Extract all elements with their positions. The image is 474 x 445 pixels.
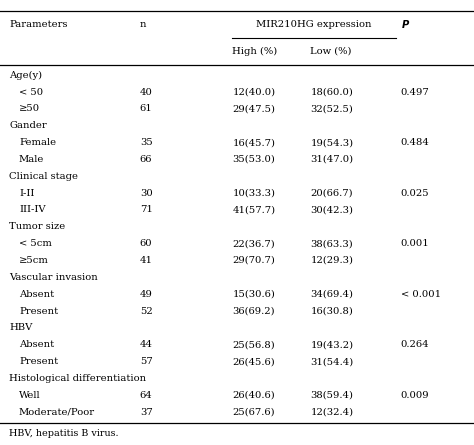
- Text: 0.009: 0.009: [401, 391, 429, 400]
- Text: MIR210HG expression: MIR210HG expression: [256, 20, 372, 29]
- Text: 71: 71: [140, 206, 153, 214]
- Text: 0.484: 0.484: [401, 138, 429, 147]
- Text: 0.497: 0.497: [401, 88, 429, 97]
- Text: $\bfit{P}$: $\bfit{P}$: [401, 19, 410, 30]
- Text: 29(70.7): 29(70.7): [232, 256, 275, 265]
- Text: 38(63.3): 38(63.3): [310, 239, 353, 248]
- Text: 0.001: 0.001: [401, 239, 429, 248]
- Text: Clinical stage: Clinical stage: [9, 172, 79, 181]
- Text: < 50: < 50: [19, 88, 43, 97]
- Text: Low (%): Low (%): [310, 47, 352, 56]
- Text: 35: 35: [140, 138, 153, 147]
- Text: 52: 52: [140, 307, 153, 316]
- Text: 49: 49: [140, 290, 153, 299]
- Text: < 5cm: < 5cm: [19, 239, 52, 248]
- Text: 44: 44: [140, 340, 153, 349]
- Text: < 0.001: < 0.001: [401, 290, 441, 299]
- Text: 12(40.0): 12(40.0): [232, 88, 275, 97]
- Text: HBV, hepatitis B virus.: HBV, hepatitis B virus.: [9, 429, 119, 438]
- Text: 61: 61: [140, 105, 153, 113]
- Text: 26(45.6): 26(45.6): [232, 357, 275, 366]
- Text: Vascular invasion: Vascular invasion: [9, 273, 98, 282]
- Text: 29(47.5): 29(47.5): [232, 105, 275, 113]
- Text: ≥5cm: ≥5cm: [19, 256, 49, 265]
- Text: 19(43.2): 19(43.2): [310, 340, 354, 349]
- Text: Histological differentiation: Histological differentiation: [9, 374, 146, 383]
- Text: 22(36.7): 22(36.7): [232, 239, 275, 248]
- Text: High (%): High (%): [232, 47, 277, 56]
- Text: Female: Female: [19, 138, 56, 147]
- Text: 20(66.7): 20(66.7): [310, 189, 353, 198]
- Text: 19(54.3): 19(54.3): [310, 138, 354, 147]
- Text: 36(69.2): 36(69.2): [232, 307, 275, 316]
- Text: Age(y): Age(y): [9, 71, 43, 80]
- Text: Moderate/Poor: Moderate/Poor: [19, 408, 95, 417]
- Text: 40: 40: [140, 88, 153, 97]
- Text: Male: Male: [19, 155, 45, 164]
- Text: 41: 41: [140, 256, 153, 265]
- Text: Absent: Absent: [19, 340, 54, 349]
- Text: 64: 64: [140, 391, 153, 400]
- Text: 12(29.3): 12(29.3): [310, 256, 354, 265]
- Text: 60: 60: [140, 239, 153, 248]
- Text: 32(52.5): 32(52.5): [310, 105, 353, 113]
- Text: 34(69.4): 34(69.4): [310, 290, 354, 299]
- Text: 12(32.4): 12(32.4): [310, 408, 354, 417]
- Text: 26(40.6): 26(40.6): [232, 391, 275, 400]
- Text: 66: 66: [140, 155, 152, 164]
- Text: 30(42.3): 30(42.3): [310, 206, 354, 214]
- Text: 18(60.0): 18(60.0): [310, 88, 353, 97]
- Text: 0.025: 0.025: [401, 189, 429, 198]
- Text: 25(56.8): 25(56.8): [232, 340, 275, 349]
- Text: Present: Present: [19, 357, 58, 366]
- Text: 30: 30: [140, 189, 153, 198]
- Text: HBV: HBV: [9, 324, 33, 332]
- Text: 10(33.3): 10(33.3): [232, 189, 275, 198]
- Text: 0.264: 0.264: [401, 340, 429, 349]
- Text: Parameters: Parameters: [9, 20, 68, 29]
- Text: 16(30.8): 16(30.8): [310, 307, 353, 316]
- Text: n: n: [140, 20, 146, 29]
- Text: Well: Well: [19, 391, 41, 400]
- Text: ≥50: ≥50: [19, 105, 40, 113]
- Text: 38(59.4): 38(59.4): [310, 391, 354, 400]
- Text: Absent: Absent: [19, 290, 54, 299]
- Text: I-II: I-II: [19, 189, 34, 198]
- Text: 41(57.7): 41(57.7): [232, 206, 275, 214]
- Text: 15(30.6): 15(30.6): [232, 290, 275, 299]
- Text: 31(54.4): 31(54.4): [310, 357, 354, 366]
- Text: 37: 37: [140, 408, 153, 417]
- Text: Gander: Gander: [9, 121, 47, 130]
- Text: Present: Present: [19, 307, 58, 316]
- Text: Tumor size: Tumor size: [9, 222, 66, 231]
- Text: III-IV: III-IV: [19, 206, 46, 214]
- Text: 35(53.0): 35(53.0): [232, 155, 275, 164]
- Text: 25(67.6): 25(67.6): [232, 408, 275, 417]
- Text: 16(45.7): 16(45.7): [232, 138, 275, 147]
- Text: 31(47.0): 31(47.0): [310, 155, 354, 164]
- Text: 57: 57: [140, 357, 153, 366]
